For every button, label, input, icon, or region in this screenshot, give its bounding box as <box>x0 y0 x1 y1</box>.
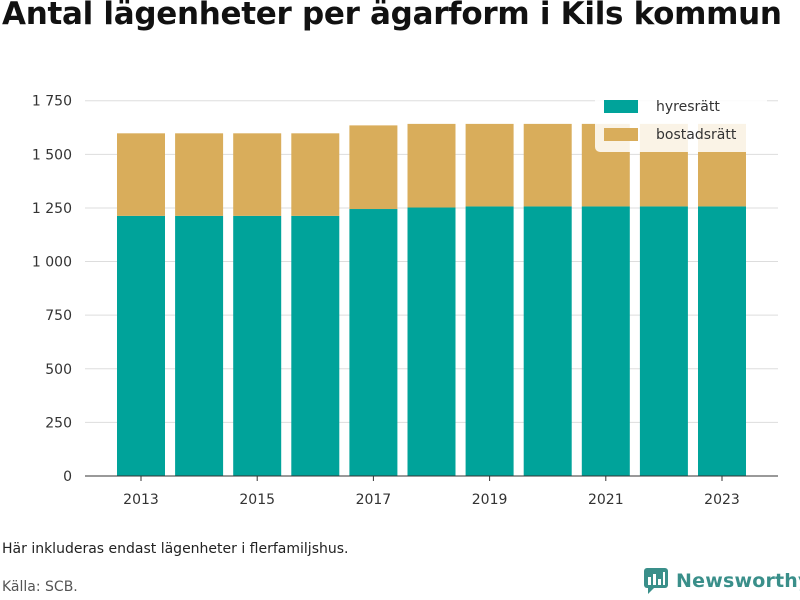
y-tick-label: 750 <box>45 308 72 324</box>
bar-hyresratt-2020 <box>523 206 572 476</box>
bar-bostadsratt-2016 <box>291 133 340 216</box>
legend-label: hyresrätt <box>656 99 720 115</box>
bars <box>117 123 746 476</box>
legend-label: bostadsrätt <box>656 127 737 143</box>
brand-logo: Newsworthy <box>644 568 800 594</box>
y-tick-label: 0 <box>63 469 72 485</box>
bar-bostadsratt-2017 <box>349 125 398 210</box>
bar-bostadsratt-2019 <box>465 123 514 207</box>
stacked-bar-chart: 2013 2015 2017 2019 2021 2023 0 250 500 750 1 000… <box>31 90 778 508</box>
chart-title: Antal lägenheter per ägarform i Kils kom… <box>2 0 782 32</box>
y-tick-label: 1 000 <box>32 255 72 271</box>
bar-bostadsratt-2018 <box>407 123 456 208</box>
x-tick-label: 2019 <box>472 492 508 508</box>
legend-swatch <box>604 128 638 141</box>
y-tick-label: 500 <box>45 362 72 378</box>
y-tick-label: 1 250 <box>32 201 72 217</box>
bar-hyresratt-2018 <box>407 207 456 476</box>
bar-hyresratt-2017 <box>349 209 398 476</box>
bar-bostadsratt-2014 <box>175 133 224 216</box>
footnote: Här inkluderas endast lägenheter i flerf… <box>2 541 349 557</box>
y-tick-label: 250 <box>45 415 72 431</box>
bar-hyresratt-2013 <box>117 215 165 476</box>
bar-hyresratt-2016 <box>291 215 340 476</box>
legend-swatch <box>604 100 638 113</box>
x-tick-label: 2017 <box>356 492 392 508</box>
bar-hyresratt-2023 <box>698 206 746 476</box>
x-axis: 2013 2015 2017 2019 2021 2023 <box>85 475 778 508</box>
y-tick-label: 1 750 <box>32 94 72 110</box>
newsworthy-logo-icon <box>644 568 668 594</box>
y-tick-label: 1 500 <box>32 147 72 163</box>
x-tick-label: 2015 <box>239 492 275 508</box>
bar-hyresratt-2022 <box>639 206 688 476</box>
y-axis: 0 250 500 750 1 000 1 250 1 500 1 750 <box>32 94 72 485</box>
x-tick-label: 2013 <box>123 492 159 508</box>
bar-hyresratt-2015 <box>233 215 282 476</box>
source-text: Källa: SCB. <box>2 579 78 595</box>
brand-name: Newsworthy <box>676 570 800 592</box>
x-tick-label: 2021 <box>588 492 624 508</box>
bar-bostadsratt-2020 <box>523 123 572 207</box>
legend: hyresrätt bostadsrätt <box>595 90 767 152</box>
bar-hyresratt-2021 <box>581 206 630 476</box>
bar-bostadsratt-2015 <box>233 133 282 216</box>
bar-hyresratt-2019 <box>465 206 514 476</box>
bar-bostadsratt-2013 <box>117 133 165 216</box>
x-tick-label: 2023 <box>704 492 740 508</box>
bar-hyresratt-2014 <box>175 215 224 476</box>
